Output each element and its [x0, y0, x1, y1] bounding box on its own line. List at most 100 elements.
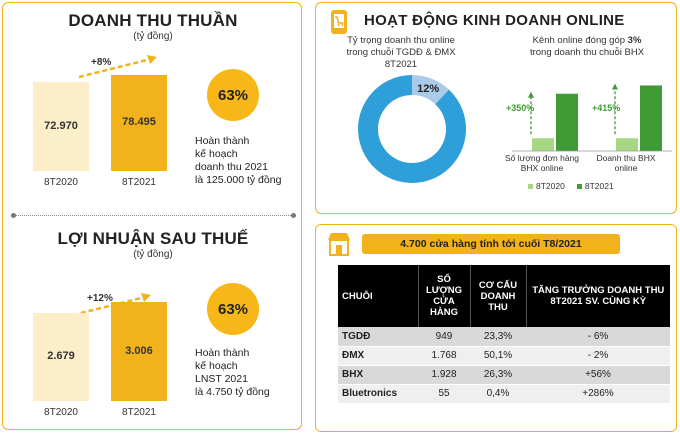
cell-store-count: 949 — [418, 327, 470, 347]
orders-growth-label: +350% — [506, 103, 535, 113]
caption-pct: 3% — [627, 35, 642, 46]
revenue-growth-arrow-icon — [78, 55, 157, 79]
profit-note: Hoàn thành kế hoạch LNST 2021 là 4.750 t… — [195, 347, 270, 399]
legend-swatch — [576, 184, 582, 189]
caption-line: trong chuỗi TGDĐ & ĐMX — [346, 47, 456, 58]
caption-line: Tỷ trọng doanh thu online — [347, 35, 455, 46]
revenue-note-line: kế hoạch — [195, 148, 238, 160]
revenue-category-label: 8T2020 — [44, 177, 78, 188]
cell-store-count: 55 — [418, 384, 470, 404]
profit-unit: (tỷ đồng) — [133, 249, 173, 260]
cell-revenue-mix: 23,3% — [470, 327, 526, 347]
revenue-note: Hoàn thành kế hoạch doanh thu 2021 là 12… — [195, 135, 281, 187]
cell-chain: ĐMX — [338, 346, 418, 366]
column-header-revenue-mix: CƠ CẤU DOANH THU — [470, 265, 527, 327]
online-panel: HOẠT ĐỘNG KINH DOANH ONLINE Tỷ trọng doa… — [315, 2, 677, 214]
caption-line: 8T2021 — [384, 59, 418, 70]
storefront-icon — [328, 233, 350, 256]
column-header-chain: CHUỖI — [338, 265, 419, 327]
stores-table: CHUỖI SỐ LƯỢNG CỬA HÀNG CƠ CẤU DOANH THU… — [338, 265, 670, 404]
column-header-revenue-growth: TĂNG TRƯỞNG DOANH THU 8T2021 SV. CÙNG KỲ — [526, 265, 670, 327]
store-count-banner: 4.700 cửa hàng tính tới cuối T8/2021 — [362, 234, 620, 254]
cell-store-count: 1.768 — [418, 346, 470, 366]
revenue-note-line: Hoàn thành — [195, 135, 250, 147]
cell-chain: Bluetronics — [338, 384, 418, 404]
caption-line: trong doanh thu chuỗi BHX — [529, 47, 645, 58]
revenue-note-line: là 125.000 tỷ đồng — [195, 174, 282, 186]
cell-revenue-growth: +286% — [526, 384, 670, 404]
axis-label-line: online — [614, 163, 638, 173]
legend-label: 8T2021 — [584, 181, 614, 191]
revenue-growth-label: +8% — [91, 57, 112, 68]
donut-slice — [412, 75, 449, 105]
bhx-legend: 8T2020 8T2021 — [528, 181, 614, 191]
stores-panel: 4.700 cửa hàng tính tới cuối T8/2021 CHU… — [315, 224, 677, 432]
cell-store-count: 1.928 — [418, 365, 470, 385]
profit-completion-badge: 63% — [207, 283, 259, 335]
revenue-chart: 72.970 8T2020 78.495 8T2021 — [33, 73, 183, 193]
donut-slice-label: 12% — [417, 83, 439, 95]
profit-bar-value-label: 2.679 — [47, 350, 75, 362]
financial-panel: DOANH THU THUẦN (tỷ đồng) +8% 72.970 8T20… — [2, 2, 302, 430]
caption-line: Kênh online đóng góp — [532, 35, 626, 46]
profit-growth-label: +12% — [87, 293, 113, 304]
growth-arrow-head-icon — [612, 83, 618, 90]
axis-label-line: Số lượng đơn hàng — [504, 153, 580, 163]
revenue-completion-badge: 63% — [207, 69, 259, 121]
bhx-bar-8T2020 — [616, 138, 638, 151]
profit-category-label: 8T2021 — [122, 407, 156, 418]
orders-axis-label: Số lượng đơn hàng BHX online — [502, 153, 582, 173]
legend-swatch — [528, 184, 533, 189]
table-row: ĐMX 1.768 50,1% - 2% — [338, 346, 670, 366]
online-share-donut: 12% — [358, 75, 466, 183]
cell-revenue-mix: 0,4% — [470, 384, 526, 404]
profit-note-line: Hoàn thành — [195, 347, 250, 359]
cell-revenue-growth: - 2% — [526, 346, 670, 366]
revenue-growth-online-label: +415% — [592, 103, 621, 113]
revenue-unit: (tỷ đồng) — [133, 31, 173, 42]
legend-item-8t2020: 8T2020 — [528, 181, 565, 191]
profit-growth-arrow-icon — [72, 293, 151, 317]
donut-slice — [358, 75, 466, 183]
section-divider — [13, 215, 295, 216]
axis-label-line: BHX online — [520, 163, 564, 173]
profit-bar-value-label: 3.006 — [125, 345, 153, 357]
profit-note-line: LNST 2021 — [195, 373, 248, 385]
profit-bar-8T2021: 3.006 — [111, 302, 167, 401]
legend-label: 8T2020 — [536, 181, 565, 191]
profit-note-line: kế hoạch — [195, 360, 238, 372]
profit-category-label: 8T2020 — [44, 407, 78, 418]
online-share-caption: Tỷ trọng doanh thu online trong chuỗi TG… — [326, 35, 476, 71]
profit-chart: 2.679 8T2020 3.006 8T2021 — [33, 299, 183, 423]
profit-note-line: là 4.750 tỷ đồng — [195, 386, 270, 398]
table-header-row: CHUỖI SỐ LƯỢNG CỬA HÀNG CƠ CẤU DOANH THU… — [338, 265, 670, 327]
profit-bar-8T2020: 2.679 — [33, 313, 89, 401]
cell-revenue-growth: +56% — [526, 365, 670, 385]
table-row: Bluetronics 55 0,4% +286% — [338, 384, 670, 404]
revenue-category-label: 8T2021 — [122, 177, 156, 188]
revenue-bar-8T2020: 72.970 — [33, 82, 89, 171]
cell-revenue-mix: 26,3% — [470, 365, 526, 385]
divider-dot — [11, 213, 16, 218]
table-row: TGDĐ 949 23,3% - 6% — [338, 327, 670, 347]
legend-item-8t2021: 8T2021 — [576, 181, 614, 191]
bhx-bar-8T2021 — [640, 85, 662, 151]
online-title: HOẠT ĐỘNG KINH DOANH ONLINE — [364, 12, 625, 29]
bhx-bar-8T2021 — [556, 93, 578, 151]
revenue-title: DOANH THU THUẦN — [68, 11, 238, 30]
table-row: BHX 1.928 26,3% +56% — [338, 365, 670, 385]
revenue-bar-8T2021: 78.495 — [111, 75, 167, 171]
revenue-axis-label: Doanh thu BHX online — [586, 153, 666, 173]
revenue-bar-value-label: 72.970 — [44, 120, 78, 132]
revenue-note-line: doanh thu 2021 — [195, 161, 268, 173]
cell-chain: BHX — [338, 365, 418, 385]
cell-chain: TGDĐ — [338, 327, 418, 347]
profit-title: LỢI NHUẬN SAU THUẾ — [57, 229, 249, 248]
bhx-online-chart — [512, 83, 672, 152]
column-header-store-count: SỐ LƯỢNG CỬA HÀNG — [418, 265, 471, 327]
cell-revenue-growth: - 6% — [526, 327, 670, 347]
divider-dot — [291, 213, 296, 218]
revenue-bar-value-label: 78.495 — [122, 116, 156, 128]
bhx-caption: Kênh online đóng góp 3% trong doanh thu … — [502, 35, 672, 59]
growth-arrow-head-icon — [528, 91, 534, 98]
